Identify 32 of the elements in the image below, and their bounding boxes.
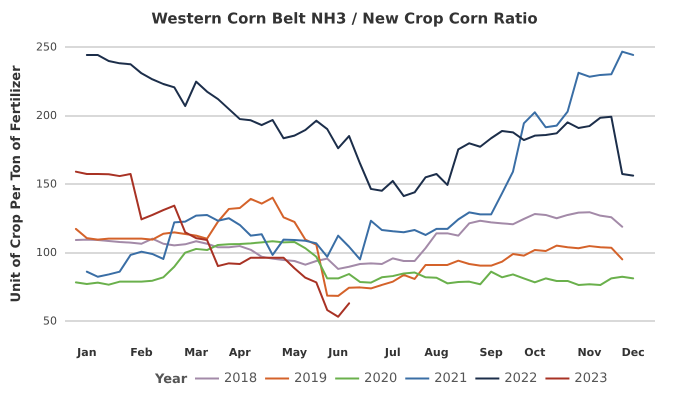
x-tick-label: Feb [130,346,153,359]
x-tick-label: Apr [228,346,252,359]
y-tick-label: 100 [36,246,57,259]
x-tick-label: Nov [577,346,602,359]
line-series [86,50,634,278]
legend-label: 2019 [294,371,328,386]
legend-title: Year [154,372,188,387]
legend-label: 2022 [504,371,538,386]
x-tick-label: Jul [384,346,401,359]
chart-title: Western Corn Belt NH3 / New Crop Corn Ratio [151,10,538,28]
y-tick-label: 50 [43,314,57,328]
line-series [74,196,624,297]
x-tick-label: Mar [184,346,209,359]
y-tick-label: 250 [36,40,57,54]
legend-label: 2020 [364,371,398,386]
y-tick-label: 200 [36,109,57,122]
legend-label: 2021 [434,371,468,386]
line-series [74,240,634,286]
x-tick-label: Sep [479,346,503,359]
legend-label: 2018 [224,371,258,386]
x-tick-label: Dec [622,346,645,359]
x-tick-label: May [282,346,308,359]
x-tick-label: Oct [524,346,546,359]
x-tick-label: Jun [327,346,348,359]
x-tick-label: Jan [76,346,97,359]
y-axis-title: Unit of Crop Per Ton of Fertilizer [9,64,24,303]
legend-label: 2023 [574,371,608,386]
line-series [74,170,350,318]
x-tick-label: Aug [424,346,449,359]
y-tick-label: 150 [36,178,57,190]
line-series [74,211,624,270]
line-series [86,54,634,198]
